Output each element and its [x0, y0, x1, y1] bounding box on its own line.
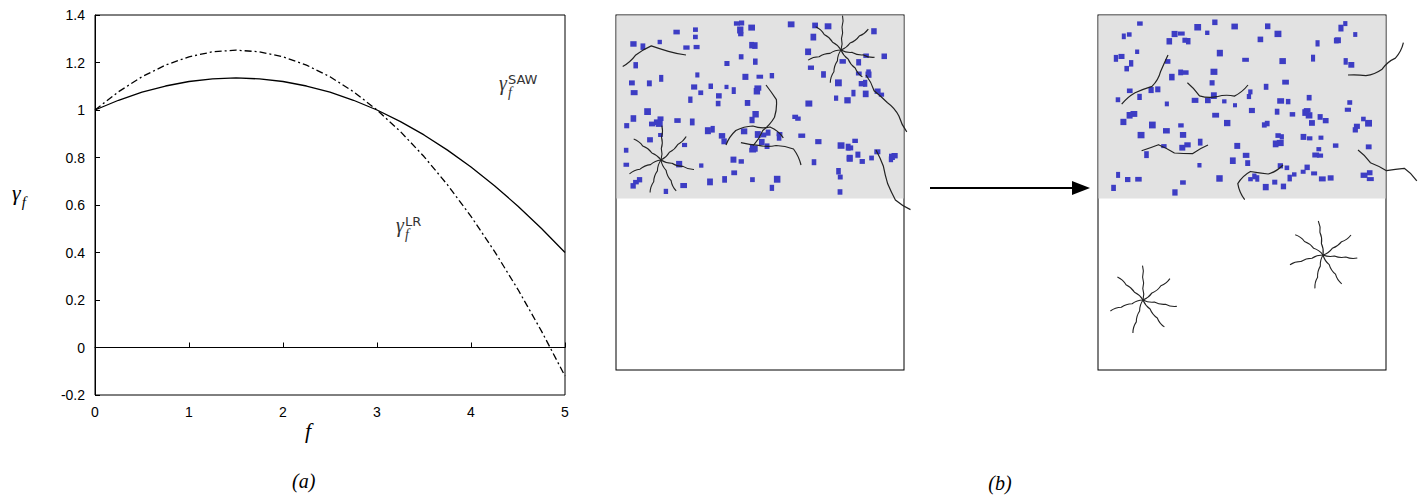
svg-text:5: 5 — [561, 404, 569, 420]
svg-text:0: 0 — [77, 340, 85, 356]
html-text:γf: γf — [12, 180, 26, 211]
svg-text:3: 3 — [373, 404, 381, 420]
svg-text:1: 1 — [185, 404, 193, 420]
svg-text:2: 2 — [279, 404, 287, 420]
svg-text:0.8: 0.8 — [66, 150, 86, 166]
html-text:γLR: γLR — [396, 213, 422, 236]
html-text:f: f — [507, 84, 512, 100]
svg-text:(b): (b) — [988, 472, 1012, 495]
svg-text:-0.2: -0.2 — [61, 387, 85, 403]
html-text:γSAW: γSAW — [499, 71, 538, 94]
svg-text:0.6: 0.6 — [66, 197, 86, 213]
svg-text:4: 4 — [467, 404, 475, 420]
svg-text:0.4: 0.4 — [66, 245, 86, 261]
svg-text:1.4: 1.4 — [66, 7, 86, 23]
html-text:f: f — [404, 226, 409, 242]
svg-text:0.2: 0.2 — [66, 292, 86, 308]
svg-text:1: 1 — [77, 102, 85, 118]
svg-text:1.2: 1.2 — [66, 55, 86, 71]
html-text:(a): (a) — [292, 470, 316, 492]
html-text:f: f — [305, 418, 312, 443]
svg-text:0: 0 — [91, 404, 99, 420]
